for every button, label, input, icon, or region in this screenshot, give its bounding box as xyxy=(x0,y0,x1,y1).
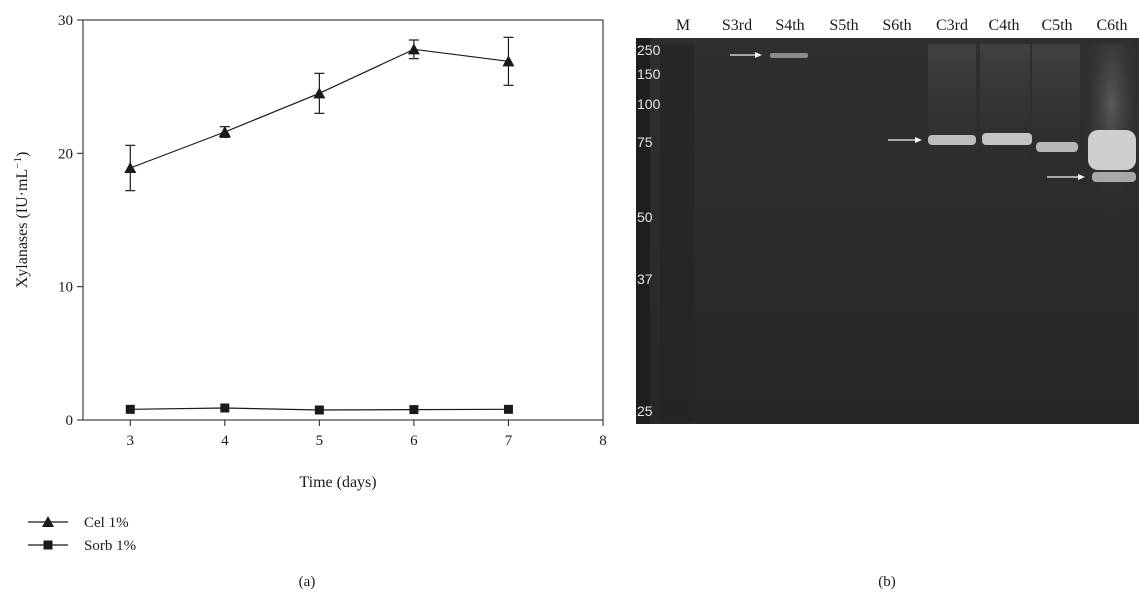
x-tick-label: 5 xyxy=(316,433,324,449)
legend-marker xyxy=(43,540,53,550)
band-c3rd-75 xyxy=(928,135,976,145)
y-tick-label: 0 xyxy=(66,413,74,429)
lane-label: C6th xyxy=(1096,17,1127,34)
legend-marker xyxy=(42,516,54,527)
band-c6th-60 xyxy=(1092,172,1136,182)
y-tick-label: 20 xyxy=(58,146,73,162)
lane-label: S4th xyxy=(775,17,804,34)
y-axis-label-sup: −1 xyxy=(12,157,24,169)
lane-label: C4th xyxy=(988,17,1019,34)
data-point xyxy=(314,405,324,415)
legend-label: Cel 1% xyxy=(84,515,129,531)
data-point xyxy=(218,126,231,137)
band-c4th-75 xyxy=(982,133,1032,145)
panel-b-label: (b) xyxy=(878,574,896,590)
data-point xyxy=(502,55,515,67)
y-tick-label: 10 xyxy=(58,280,73,296)
lane-smear-c5th xyxy=(1032,44,1080,184)
arrow-c6th-band xyxy=(1047,174,1085,180)
x-axis-label: Time (days) xyxy=(299,474,376,491)
x-tick-label: 4 xyxy=(221,433,229,449)
arrow-s4th-band xyxy=(730,52,762,58)
band-c5th-75 xyxy=(1036,142,1078,152)
marker-label: 37 xyxy=(637,271,653,287)
marker-label: 50 xyxy=(637,209,653,225)
gel-image-panel: 250 150 100 75 50 37 25 xyxy=(636,38,1139,424)
lane-label: S6th xyxy=(882,17,911,34)
lane-smear-c3rd xyxy=(928,44,976,184)
lane-label: C3rd xyxy=(936,17,968,34)
xylanase-line-chart: 0 10 20 30 3 4 5 6 7 8 Time (days) Xylanases (IU·mL… xyxy=(12,13,607,491)
lane-label: C5th xyxy=(1041,17,1072,34)
series-cel xyxy=(124,36,515,192)
data-point xyxy=(124,162,137,173)
marker-label: 250 xyxy=(637,42,661,58)
gel-lane-labels: M S3rd S4th S5th S6th C3rd C4th C5th C6th xyxy=(676,17,1128,34)
y-axis-label-tail: ) xyxy=(14,152,31,157)
y-axis-label-main: Xylanases (IU·mL xyxy=(14,169,31,289)
y-tick-label: 30 xyxy=(58,13,73,29)
data-point xyxy=(220,403,230,413)
x-tick-label: 3 xyxy=(127,433,135,449)
lane-label: S5th xyxy=(829,17,858,34)
x-tick-label: 7 xyxy=(505,433,513,449)
lane-label: M xyxy=(676,17,690,34)
legend-label: Sorb 1% xyxy=(84,538,136,554)
panel-a-label: (a) xyxy=(299,574,316,590)
band-s4th-250 xyxy=(770,53,808,58)
lane-smear-c4th xyxy=(980,44,1030,184)
legend-item: Sorb 1% xyxy=(28,538,136,554)
legend-item: Cel 1% xyxy=(28,515,129,531)
marker-label: 75 xyxy=(637,134,653,150)
chart-legend: Cel 1% Sorb 1% xyxy=(28,515,136,554)
data-point xyxy=(503,404,513,414)
x-tick-label: 6 xyxy=(410,433,418,449)
band-c6th-75 xyxy=(1088,130,1136,170)
arrow-c3rd-band xyxy=(888,137,922,143)
data-point xyxy=(409,405,419,415)
marker-label: 100 xyxy=(637,96,661,112)
lane-label: S3rd xyxy=(722,17,752,34)
plot-frame xyxy=(82,19,604,421)
y-axis-label: Xylanases (IU·mL−1) xyxy=(12,152,31,289)
data-point xyxy=(125,404,135,414)
x-tick-label: 8 xyxy=(599,433,607,449)
data-point xyxy=(407,43,420,55)
series-sorb xyxy=(125,403,513,415)
marker-label: 25 xyxy=(637,403,653,419)
marker-label: 150 xyxy=(637,66,661,82)
data-point xyxy=(313,87,326,99)
gel-marker-labels: 250 150 100 75 50 37 25 xyxy=(637,42,661,419)
